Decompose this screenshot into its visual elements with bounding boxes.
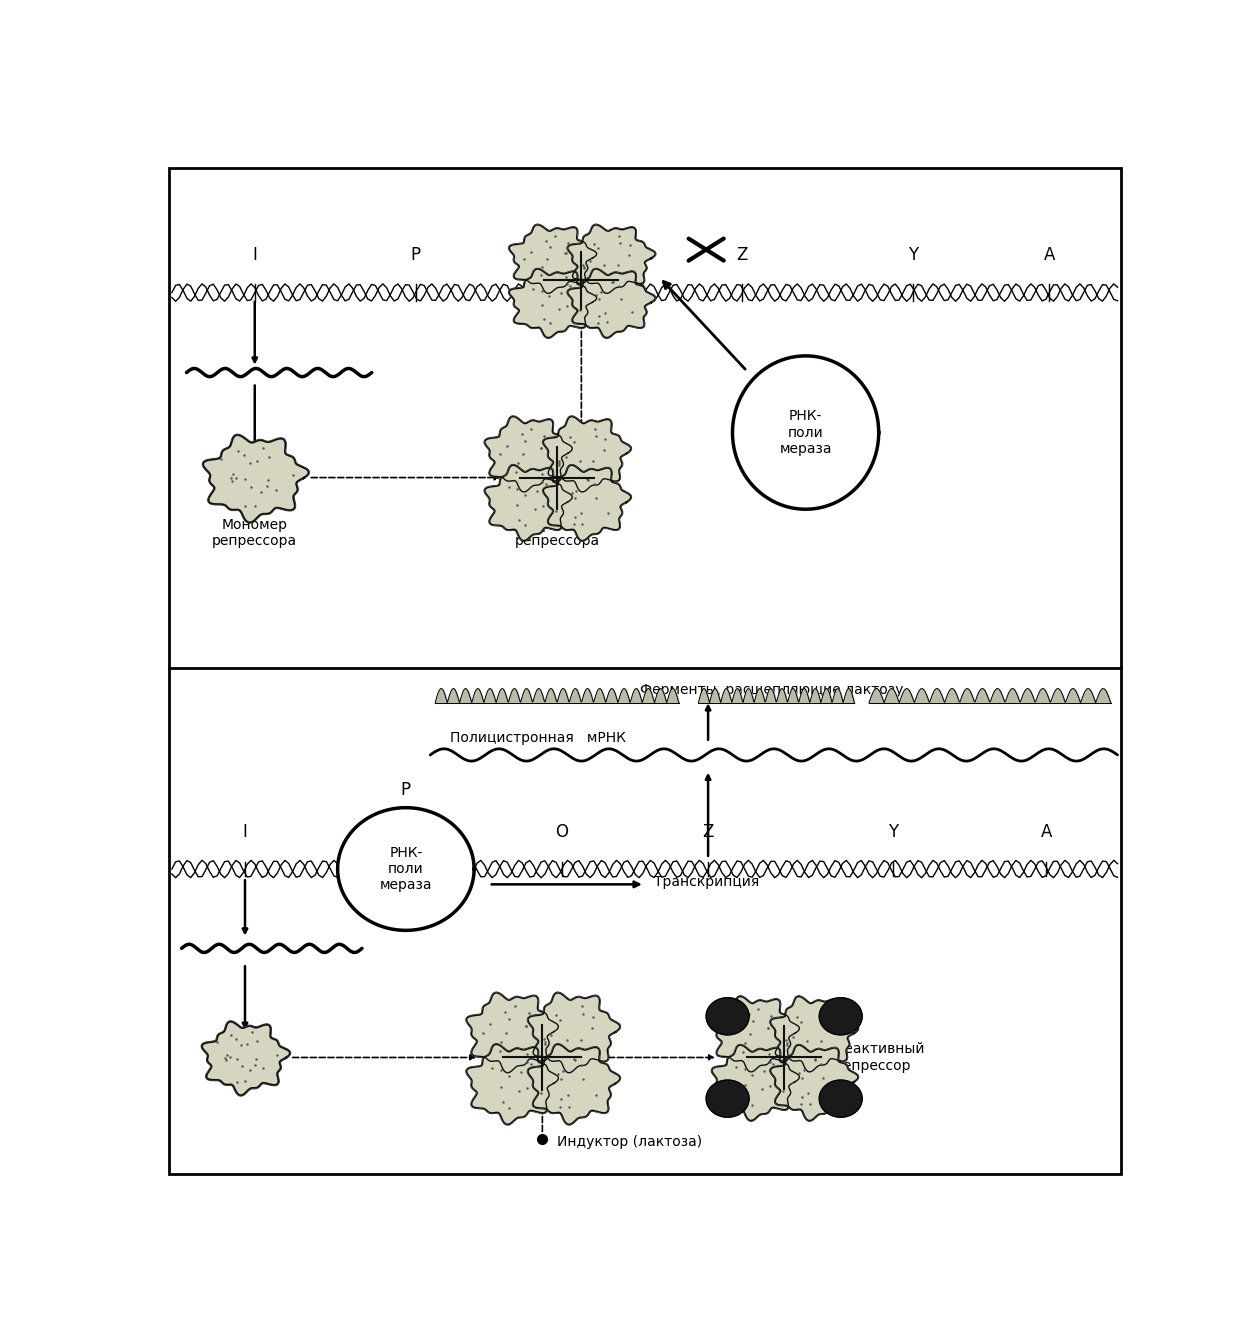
Polygon shape — [543, 465, 630, 540]
Polygon shape — [484, 465, 572, 540]
Polygon shape — [712, 996, 799, 1072]
Text: Ферменты, расщепляющие лактозу: Ферменты, расщепляющие лактозу — [640, 683, 903, 697]
Text: Неактивный
репрессор: Неактивный репрессор — [835, 1042, 926, 1073]
Polygon shape — [706, 1080, 749, 1117]
Text: I: I — [253, 246, 257, 264]
Polygon shape — [712, 1045, 799, 1121]
Polygon shape — [732, 356, 879, 509]
Text: РНК-
поли
мераза: РНК- поли мераза — [780, 409, 832, 456]
Polygon shape — [484, 417, 572, 491]
Polygon shape — [567, 270, 655, 337]
Polygon shape — [484, 417, 572, 491]
Polygon shape — [204, 436, 308, 522]
Polygon shape — [203, 1021, 289, 1096]
Polygon shape — [467, 993, 559, 1073]
Text: P: P — [410, 246, 420, 264]
Text: A: A — [1044, 246, 1055, 264]
Text: Y: Y — [888, 823, 898, 842]
Text: Z: Z — [702, 823, 713, 842]
Polygon shape — [528, 1044, 620, 1125]
Polygon shape — [509, 224, 596, 293]
Text: Транскрипция: Транскрипция — [654, 875, 760, 890]
Text: Индуктор (лактоза): Индуктор (лактоза) — [557, 1135, 702, 1149]
Text: P: P — [401, 781, 411, 799]
Polygon shape — [706, 997, 749, 1035]
Polygon shape — [543, 465, 630, 540]
Text: Z: Z — [736, 246, 749, 264]
Polygon shape — [567, 270, 655, 337]
Polygon shape — [771, 1045, 858, 1121]
Polygon shape — [204, 436, 308, 522]
Polygon shape — [771, 1045, 858, 1121]
Polygon shape — [771, 996, 858, 1072]
Text: I: I — [243, 823, 248, 842]
Polygon shape — [712, 1045, 799, 1121]
Text: P: P — [401, 823, 411, 842]
Polygon shape — [337, 807, 474, 931]
Polygon shape — [819, 1080, 862, 1117]
Polygon shape — [567, 224, 655, 293]
Text: Мономер
репрессора: Мономер репрессора — [213, 518, 297, 547]
Polygon shape — [509, 270, 596, 337]
Polygon shape — [528, 1044, 620, 1125]
Polygon shape — [712, 996, 799, 1072]
Polygon shape — [819, 997, 862, 1035]
Polygon shape — [467, 993, 559, 1073]
Polygon shape — [771, 996, 858, 1072]
Polygon shape — [484, 465, 572, 540]
Text: O: O — [575, 246, 587, 264]
Polygon shape — [528, 993, 620, 1073]
Text: A: A — [1040, 823, 1052, 842]
Text: Тетраймер
репрессора: Тетраймер репрессора — [515, 518, 600, 547]
Polygon shape — [509, 224, 596, 293]
Polygon shape — [543, 417, 630, 491]
Polygon shape — [203, 1021, 289, 1096]
Polygon shape — [467, 1044, 559, 1125]
Polygon shape — [567, 224, 655, 293]
Text: Y: Y — [908, 246, 918, 264]
Polygon shape — [509, 270, 596, 337]
Text: O: O — [555, 823, 569, 842]
Text: Полицистронная   мРНК: Полицистронная мРНК — [449, 730, 625, 745]
Polygon shape — [543, 417, 630, 491]
Polygon shape — [528, 993, 620, 1073]
Polygon shape — [467, 1044, 559, 1125]
Text: РНК-
поли
мераза: РНК- поли мераза — [380, 846, 431, 892]
